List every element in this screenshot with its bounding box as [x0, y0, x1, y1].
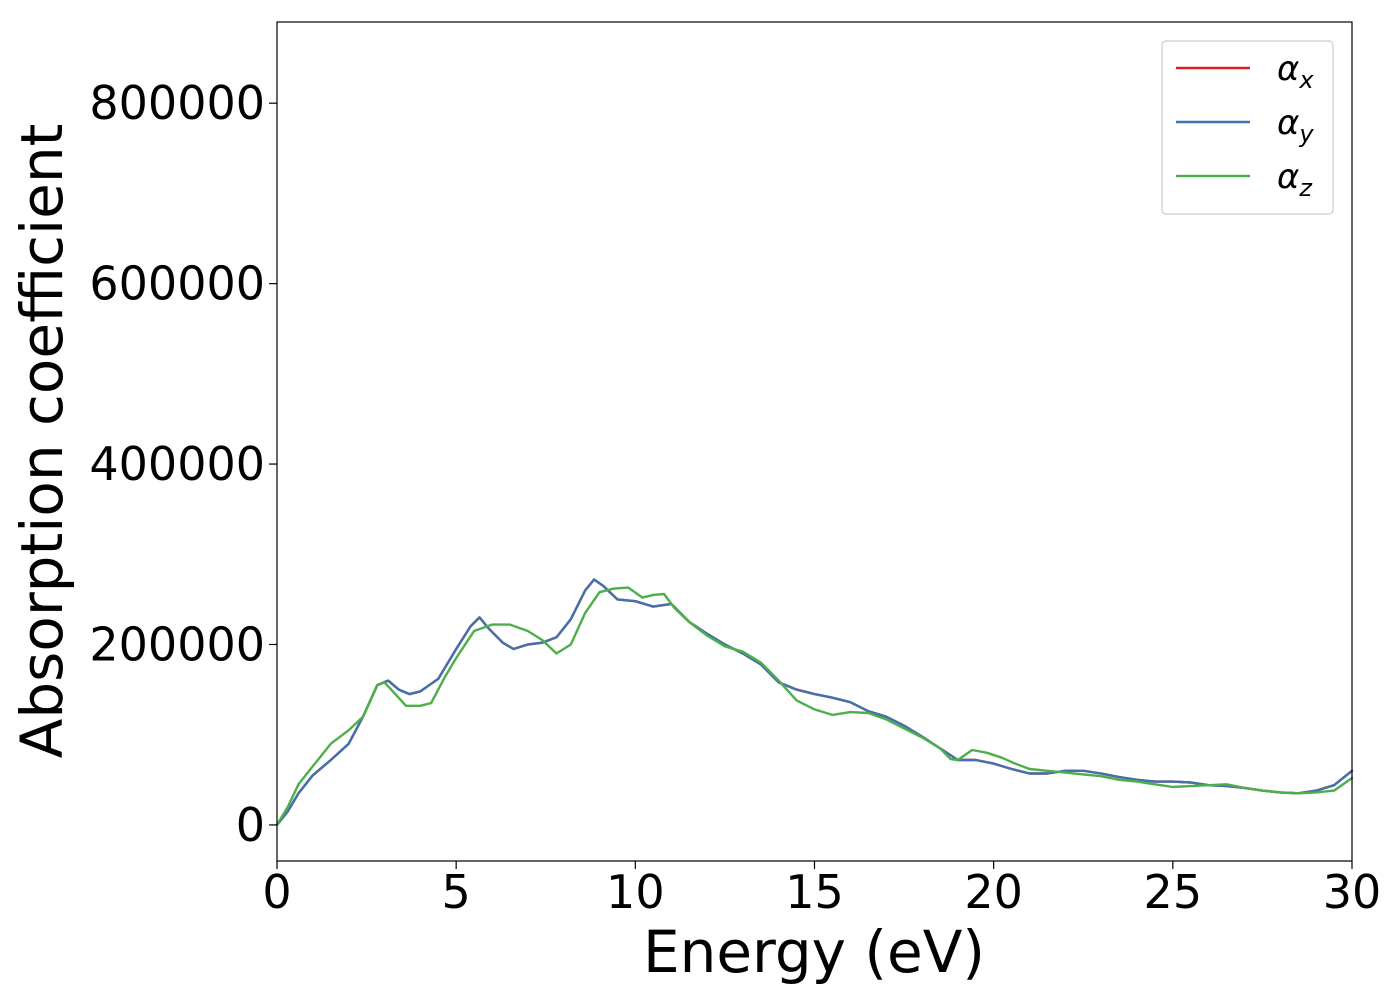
legend-symbol: α	[1277, 49, 1299, 89]
legend-label-z: αz	[1277, 157, 1313, 202]
x-tick-label: 10	[606, 865, 665, 919]
legend-label-y: αy	[1277, 103, 1314, 148]
legend-subscript: z	[1298, 174, 1313, 202]
x-axis-title: Energy (eV)	[643, 918, 985, 986]
legend-label-x: αx	[1277, 49, 1314, 94]
x-tick-label: 15	[785, 865, 844, 919]
series-layer	[275, 578, 1354, 827]
legend-box	[1161, 40, 1334, 215]
x-axis: 0 5 10 15 20 25 30	[262, 861, 1381, 919]
legend-symbol: α	[1277, 157, 1299, 197]
x-tick-label: 30	[1323, 865, 1382, 919]
y-tick-label: 200000	[89, 617, 265, 671]
y-tick-label: 0	[236, 798, 265, 852]
y-axis-title: Absorption coefficient	[8, 124, 76, 759]
y-axis: 0 200000 400000 600000 800000	[89, 76, 277, 852]
y-tick-label: 800000	[89, 76, 265, 130]
legend-symbol: α	[1277, 103, 1299, 143]
y-tick-label: 400000	[89, 437, 265, 491]
y-tick-label: 600000	[89, 257, 265, 311]
x-tick-label: 0	[262, 865, 291, 919]
legend-subscript: x	[1298, 66, 1314, 94]
x-tick-label: 20	[964, 865, 1023, 919]
x-tick-label: 5	[442, 865, 471, 919]
series-line-y	[275, 578, 1354, 827]
x-tick-label: 25	[1144, 865, 1203, 919]
series-line-z	[275, 586, 1354, 827]
legend-subscript: y	[1298, 120, 1314, 148]
